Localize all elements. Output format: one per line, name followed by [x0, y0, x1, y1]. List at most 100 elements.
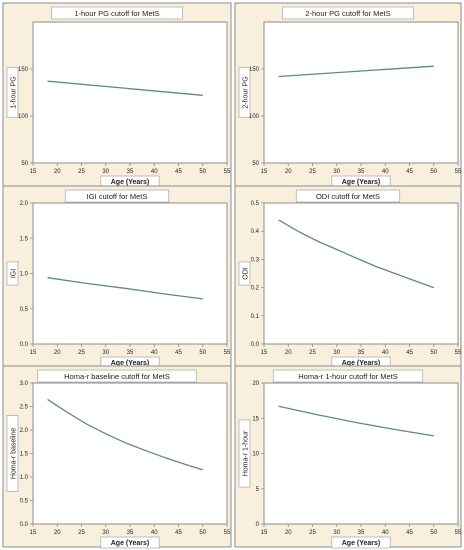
y-axis-label-box	[238, 261, 251, 286]
plot-area	[263, 21, 459, 164]
series-line	[47, 398, 203, 471]
x-tick-label: 15	[30, 350, 37, 356]
x-tick-label: 35	[358, 169, 365, 175]
chart-title: Homa-r 1-hour cutoff for MetS	[298, 372, 397, 381]
chart-panel-4: ODI cutoff for MetS 15 20 25 30 35 40 45 50 55 0.0…	[234, 185, 462, 369]
y-axis-label-group: Homa-r baseline	[6, 415, 19, 492]
y-axis-label: Homa-r baseline	[11, 428, 18, 479]
series-line	[278, 65, 434, 78]
y-axis-label-group: ODI	[238, 261, 251, 286]
y-tick-label: 20	[252, 381, 259, 387]
y-axis-label-group: 1-hour PG	[6, 67, 19, 118]
y-tick-label: 10	[252, 452, 259, 458]
chart-title: 2-hour PG cutoff for MetS	[305, 9, 390, 18]
series-line	[278, 219, 435, 289]
y-axis-label-group: IGI	[6, 261, 19, 286]
y-tick-label: 0.3	[251, 257, 260, 263]
y-tick-label: 1.0	[20, 475, 29, 481]
x-tick-label: 50	[430, 350, 437, 356]
series-line	[47, 277, 203, 300]
x-axis-label: Age (Years)	[111, 540, 150, 547]
x-tick-label: 40	[382, 350, 389, 356]
x-tick-label: 20	[285, 530, 292, 536]
x-tick-label: 40	[151, 530, 158, 536]
x-tick-label: 35	[127, 530, 134, 536]
plot-area	[32, 21, 228, 164]
y-axis-label: ODI	[243, 267, 250, 280]
x-tick-label: 55	[224, 350, 231, 356]
y-tick-label: 2.0	[20, 428, 29, 434]
y-axis-label-box	[238, 419, 251, 488]
y-axis-label-box	[6, 67, 19, 118]
x-axis-label-box	[100, 536, 160, 549]
x-tick-label: 50	[430, 530, 437, 536]
x-tick-label: 50	[430, 169, 437, 175]
y-tick-label: 0.0	[251, 342, 260, 348]
y-tick-label: 50	[21, 161, 28, 167]
x-tick-label: 55	[455, 350, 462, 356]
y-axis-label-box	[238, 67, 251, 118]
x-axis-label: Age (Years)	[111, 360, 150, 367]
x-tick-label: 40	[382, 530, 389, 536]
chart-panel-6: Homa-r 1-hour cutoff for MetS 15 20 25 30 35 4…	[234, 365, 462, 549]
x-tick-label: 30	[102, 350, 109, 356]
x-tick-label: 35	[358, 530, 365, 536]
y-tick-label: 0.2	[251, 286, 260, 292]
chart-title: IGI cutoff for MetS	[87, 192, 148, 201]
x-tick-label: 40	[382, 169, 389, 175]
x-tick-label: 15	[261, 530, 268, 536]
x-tick-label: 45	[406, 350, 413, 356]
x-tick-label: 55	[455, 530, 462, 536]
chart-title-box	[37, 369, 197, 383]
y-tick-label: 1.5	[20, 452, 29, 458]
plot-area	[32, 202, 228, 345]
x-tick-label: 30	[333, 530, 340, 536]
y-axis-label-group: Homa-r 1-hour	[238, 419, 251, 488]
x-tick-label: 45	[175, 530, 182, 536]
chart-title: ODI cutoff for MetS	[316, 192, 380, 201]
x-tick-label: 30	[333, 350, 340, 356]
y-tick-label: 50	[252, 161, 259, 167]
y-axis-label: Homa-r 1-hour	[243, 430, 250, 476]
chart-title-box	[282, 6, 414, 20]
y-tick-label: 2.5	[20, 405, 29, 411]
x-axis-label: Age (Years)	[342, 360, 381, 367]
x-tick-label: 35	[127, 169, 134, 175]
x-tick-label: 25	[78, 530, 85, 536]
y-tick-label: 0.0	[20, 522, 29, 528]
x-tick-label: 35	[127, 350, 134, 356]
y-axis-label-group: 2-hour PG	[238, 67, 251, 118]
y-axis-label-box	[6, 415, 19, 492]
x-tick-label: 45	[175, 169, 182, 175]
x-tick-label: 45	[175, 350, 182, 356]
x-tick-label: 25	[309, 350, 316, 356]
y-tick-label: 0.4	[251, 229, 260, 235]
x-axis-label: Age (Years)	[342, 540, 381, 547]
x-tick-label: 15	[30, 169, 37, 175]
y-tick-label: 0.5	[251, 201, 260, 207]
y-tick-label: 0	[256, 522, 260, 528]
x-tick-label: 15	[261, 350, 268, 356]
y-tick-label: 0.5	[20, 499, 29, 505]
x-tick-label: 55	[224, 169, 231, 175]
x-tick-label: 30	[102, 169, 109, 175]
x-tick-label: 20	[285, 169, 292, 175]
y-tick-label: 1.0	[20, 272, 29, 278]
series-line	[278, 405, 434, 437]
x-tick-label: 50	[199, 350, 206, 356]
plot-area	[32, 382, 228, 525]
chart-panel-2: 2-hour PG cutoff for MetS 15 20 25 30 35 40 45 5…	[234, 2, 462, 188]
chart-panel-3: IGI cutoff for MetS 15 20 25 30 35 40 45 50 55 0.0…	[2, 185, 232, 369]
x-tick-label: 15	[30, 530, 37, 536]
x-tick-label: 50	[199, 530, 206, 536]
y-axis-label: 1-hour PG	[11, 76, 18, 108]
x-tick-label: 15	[261, 169, 268, 175]
chart-panel-1: 1-hour PG cutoff for MetS 15 20 25 30 35 40 45 5…	[2, 2, 232, 188]
x-tick-label: 55	[455, 169, 462, 175]
y-axis-label-box	[6, 261, 19, 286]
y-tick-label: 15	[252, 416, 259, 422]
y-tick-label: 1.5	[20, 236, 29, 242]
chart-panel-5: Homa-r baseline cutoff for MetS 15 20 25 30 3…	[2, 365, 232, 549]
y-tick-label: 2.0	[20, 201, 29, 207]
plot-area	[263, 382, 459, 525]
